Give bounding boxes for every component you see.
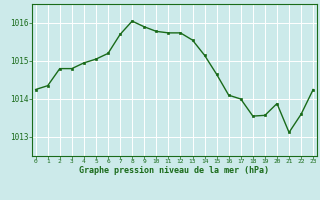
- X-axis label: Graphe pression niveau de la mer (hPa): Graphe pression niveau de la mer (hPa): [79, 166, 269, 175]
